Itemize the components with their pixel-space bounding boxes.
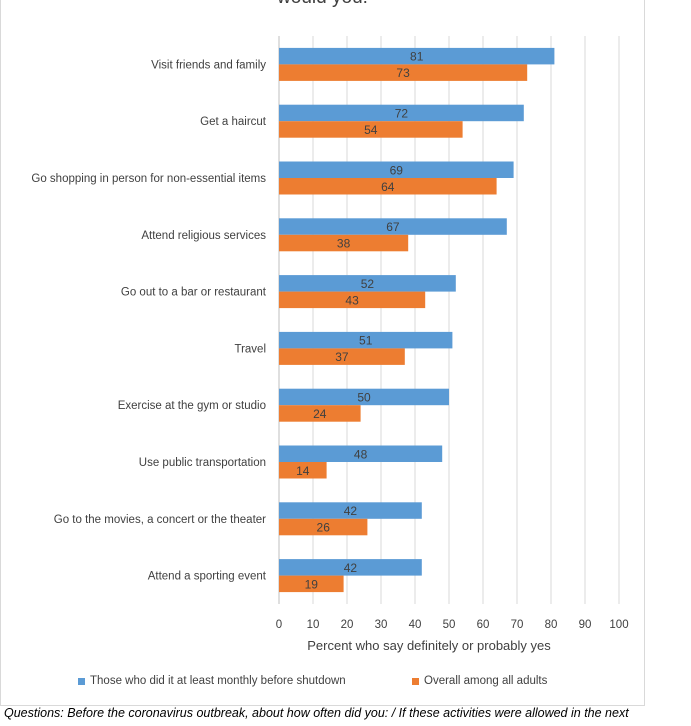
bar-monthly [279, 218, 507, 235]
x-tick-label: 60 [477, 619, 490, 631]
x-tick-label: 10 [307, 619, 320, 631]
questions-caption: Questions: Before the coronavirus outbre… [4, 706, 629, 720]
value-label-monthly: 50 [357, 390, 371, 404]
x-tick-label: 100 [609, 619, 628, 631]
bar-overall [279, 178, 497, 195]
value-label-overall: 26 [317, 521, 331, 535]
x-tick-label: 70 [511, 619, 524, 631]
bar-overall [279, 348, 405, 365]
category-label: Go out to a bar or restaurant [121, 287, 267, 299]
bar-monthly [279, 502, 422, 519]
legend-label: Those who did it at least monthly before… [90, 675, 346, 687]
value-label-overall: 38 [337, 237, 351, 251]
x-axis-label: Percent who say definitely or probably y… [307, 638, 551, 653]
value-label-overall: 14 [296, 464, 310, 478]
value-label-monthly: 81 [410, 50, 424, 64]
bar-overall [279, 405, 361, 422]
x-tick-label: 20 [341, 619, 354, 631]
value-label-overall: 19 [305, 577, 319, 591]
bar-overall [279, 121, 463, 138]
legend-label: Overall among all adults [424, 675, 548, 687]
bar-overall [279, 518, 368, 536]
x-tick-label: 30 [375, 619, 388, 631]
value-label-monthly: 42 [344, 504, 358, 518]
category-label: Use public transportation [139, 457, 266, 469]
value-label-overall: 54 [364, 123, 378, 137]
chart-title: would you: [0, 0, 645, 17]
value-label-monthly: 42 [344, 561, 358, 575]
category-label: Travel [234, 343, 266, 355]
bar-monthly [279, 104, 524, 122]
bar-monthly [279, 388, 449, 406]
category-label: Get a haircut [200, 116, 267, 128]
legend-item: Those who did it at least monthly before… [78, 675, 346, 687]
category-label: Exercise at the gym or studio [118, 400, 266, 412]
category-label: Visit friends and family [151, 59, 266, 71]
bar-overall [279, 575, 344, 593]
legend-swatch [412, 677, 419, 685]
bar-monthly [279, 275, 456, 292]
bar-monthly [279, 331, 453, 349]
category-label: Attend religious services [141, 230, 266, 242]
value-label-monthly: 48 [354, 447, 368, 461]
x-tick-label: 80 [545, 619, 558, 631]
bar-monthly [279, 445, 443, 462]
legend-item: Overall among all adults [412, 675, 547, 687]
chart-legend: Those who did it at least monthly before… [0, 675, 645, 691]
value-label-overall: 73 [396, 66, 410, 80]
bar-monthly [279, 47, 555, 65]
value-label-overall: 43 [345, 293, 359, 307]
category-label: Go to the movies, a concert or the theat… [54, 514, 266, 526]
value-label-overall: 37 [335, 350, 349, 364]
category-label: Attend a sporting event [148, 571, 267, 583]
chart-frame [0, 0, 645, 706]
bar-overall [279, 64, 528, 81]
x-tick-label: 90 [579, 619, 592, 631]
x-tick-label: 0 [276, 619, 282, 631]
bar-overall [279, 462, 327, 479]
value-label-monthly: 52 [361, 277, 375, 291]
value-label-monthly: 69 [390, 163, 404, 177]
value-label-monthly: 72 [395, 106, 409, 120]
x-tick-label: 50 [443, 619, 456, 631]
value-label-overall: 64 [381, 180, 395, 194]
category-label: Go shopping in person for non-essential … [31, 173, 266, 185]
value-label-overall: 24 [313, 407, 327, 421]
bar-overall [279, 234, 409, 252]
bar-monthly [279, 161, 514, 178]
legend-swatch [78, 677, 85, 685]
value-label-monthly: 51 [359, 334, 373, 348]
value-label-monthly: 67 [386, 220, 400, 234]
x-tick-label: 40 [409, 619, 422, 631]
bar-chart: 0 10 20 30 40 50 60 70 80 90 100 Percent who say de… [31, 36, 629, 653]
bar-overall [279, 291, 426, 309]
bar-monthly [279, 559, 422, 576]
